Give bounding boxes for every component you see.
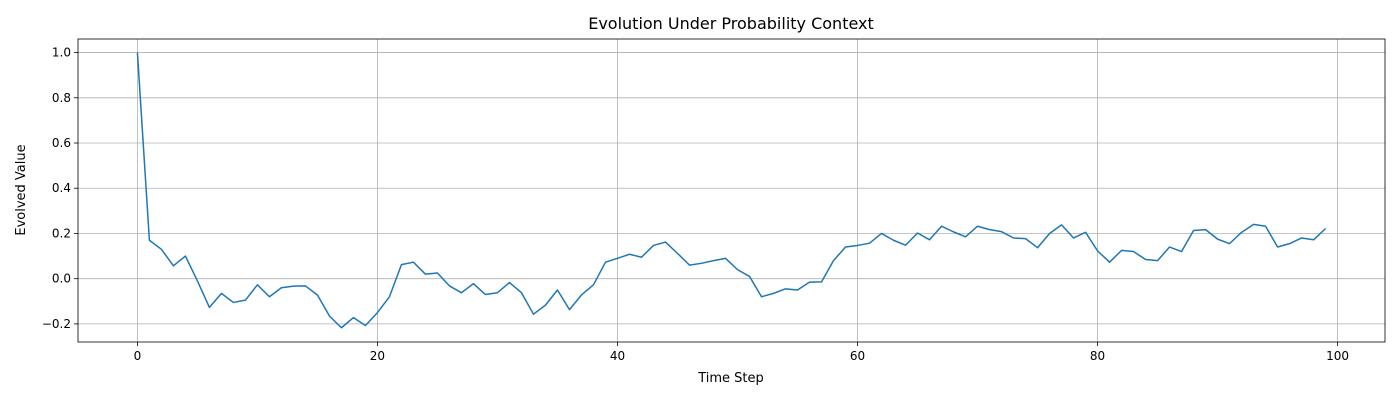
y-axis: −0.2 0.0 0.2 0.4 0.6 0.8 1.0 bbox=[42, 46, 78, 331]
y-tick-label: 0.0 bbox=[52, 272, 71, 286]
x-tick-label: 0 bbox=[134, 349, 142, 363]
x-tick-label: 20 bbox=[370, 349, 385, 363]
grid bbox=[78, 39, 1385, 342]
y-tick-label: 0.8 bbox=[52, 91, 71, 105]
x-tick-label: 60 bbox=[850, 349, 865, 363]
y-tick-label: 0.2 bbox=[52, 226, 71, 240]
series-group bbox=[136, 52, 1327, 329]
x-tick-label: 100 bbox=[1326, 349, 1349, 363]
y-tick-label: 0.4 bbox=[52, 181, 71, 195]
x-axis-label: Time Step bbox=[697, 371, 764, 386]
chart-title: Evolution Under Probability Context bbox=[588, 14, 874, 33]
x-tick-label: 80 bbox=[1090, 349, 1105, 363]
y-tick-label: 1.0 bbox=[52, 46, 71, 60]
plot-frame bbox=[77, 38, 1386, 343]
y-axis-label: Evolved Value bbox=[14, 144, 29, 235]
x-axis: 0 20 40 60 80 100 bbox=[134, 342, 1349, 363]
x-tick-label: 40 bbox=[610, 349, 625, 363]
y-tick-label: −0.2 bbox=[42, 317, 71, 331]
series-line bbox=[136, 52, 1327, 329]
y-tick-label: 0.6 bbox=[52, 136, 71, 150]
